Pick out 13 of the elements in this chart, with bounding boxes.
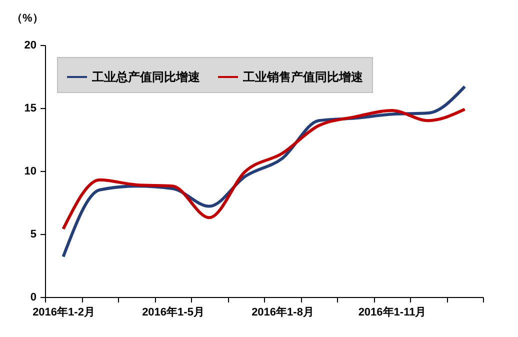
y-tick-label: 15 (24, 102, 36, 114)
x-tick-label: 2016年1-8月 (252, 306, 314, 318)
legend-label: 工业销售产值同比增速 (242, 70, 364, 84)
x-tick-label: 2016年1-11月 (358, 306, 426, 318)
y-tick-label: 5 (30, 228, 36, 240)
y-axis-title: （%） (12, 12, 44, 24)
legend-label: 工业总产值同比增速 (91, 70, 201, 84)
line-series (62, 108, 466, 230)
y-tick-label: 10 (24, 166, 36, 178)
y-tick-label: 20 (24, 40, 36, 52)
x-tick-label: 2016年1-2月 (32, 306, 95, 318)
x-tick-label: 2016年1-5月 (142, 306, 204, 318)
y-tick-label: 0 (30, 292, 36, 304)
